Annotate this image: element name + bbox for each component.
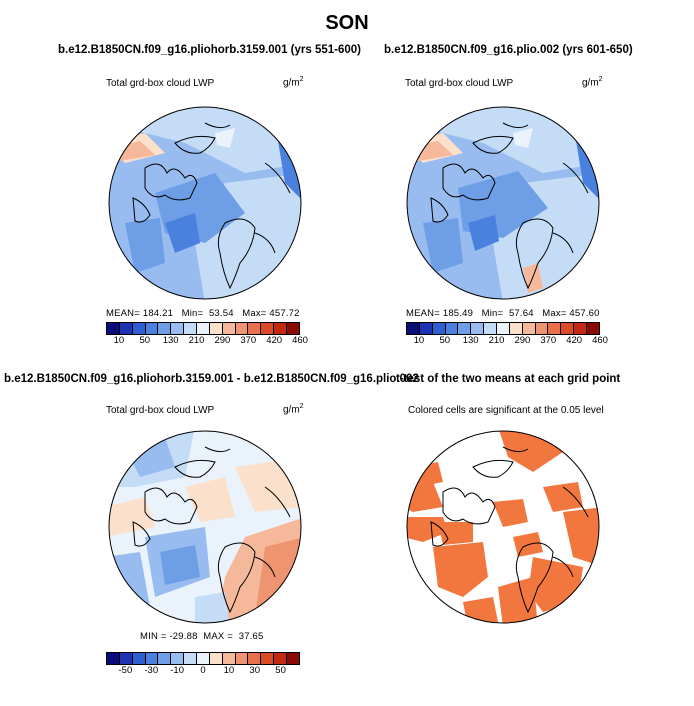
colorbar-top-left-tick-label: 420	[266, 335, 283, 346]
colorbar-top-right-swatch	[471, 323, 485, 334]
colorbar-top-left-swatch	[158, 323, 172, 334]
colorbar-bottom-left-swatch	[222, 653, 236, 664]
colorbar-top-left-swatch	[119, 323, 133, 334]
significant-region	[543, 482, 583, 512]
colorbar-top-right-swatch	[522, 323, 536, 334]
significance-label: Colored cells are significant at the 0.0…	[408, 405, 604, 416]
colorbar-bottom-left-swatch	[107, 653, 120, 664]
panel-title-top-right: b.e12.B1850CN.f09_g16.plio.002 (yrs 601-…	[384, 44, 633, 56]
colorbar-bottom-left-tick-label: 50	[275, 665, 286, 676]
colorbar-top-right-swatch	[548, 323, 562, 334]
colorbar-top-right-swatch	[419, 323, 433, 334]
colorbar-bottom-left-swatch	[171, 653, 185, 664]
significant-region	[438, 522, 473, 545]
significant-region	[498, 577, 538, 623]
panel-title-bottom-left: b.e12.B1850CN.f09_g16.pliohorb.3159.001 …	[4, 373, 419, 385]
colorbar-bottom-left-tick-label: -30	[144, 665, 159, 676]
colorbar-top-left-swatch	[132, 323, 146, 334]
polar-map-bottom-left	[108, 430, 302, 624]
units-label-top-right: g/m2	[582, 76, 603, 89]
colorbar-bottom-left-swatch	[248, 653, 262, 664]
variable-label-top-right: Total grd-box cloud LWP	[405, 78, 514, 89]
colorbar-top-right-tick-label: 210	[488, 335, 505, 346]
colorbar-bottom-left-swatch	[119, 653, 133, 664]
colorbar-top-right: 10 50 130 210 290 370 420 460	[406, 322, 608, 347]
colorbar-top-left-swatch	[274, 323, 288, 334]
stats-top-right: MEAN= 185.49 Min= 57.64 Max= 457.60	[406, 308, 600, 319]
colorbar-top-right-tick-label: 50	[439, 335, 451, 346]
colorbar-top-right-swatch	[407, 323, 420, 334]
colorbar-top-right-tick-label: 420	[566, 335, 583, 346]
significant-region	[493, 499, 528, 527]
significant-region	[563, 507, 599, 567]
colorbar-bottom-left-swatch	[261, 653, 275, 664]
colorbar-bottom-left: -50 -30 -10 0 10 30 50	[106, 652, 300, 677]
colorbar-top-right-swatch	[509, 323, 523, 334]
colorbar-top-left-swatch	[287, 323, 299, 334]
colorbar-top-left-swatch	[222, 323, 236, 334]
colorbar-top-left-tick-label: 290	[214, 335, 231, 346]
colorbar-bottom-left-swatch	[287, 653, 299, 664]
stats-top-left: MEAN= 184.21 Min= 53.54 Max= 457.72	[106, 308, 300, 319]
significant-region	[581, 452, 598, 477]
colorbar-top-left-swatch	[107, 323, 120, 334]
colorbar-top-left-tick-label: 370	[240, 335, 257, 346]
colorbar-bottom-left-swatch	[132, 653, 146, 664]
variable-label-top-left: Total grd-box cloud LWP	[106, 78, 215, 89]
polar-map-top-left	[108, 106, 302, 300]
stats-bottom-left: MIN = -29.88 MAX = 37.65	[140, 631, 264, 642]
colorbar-bottom-left-swatch	[197, 653, 210, 664]
colorbar-top-right-swatch	[458, 323, 472, 334]
colorbar-top-right-tick-label: 370	[540, 335, 557, 346]
colorbar-top-right-swatch	[497, 323, 510, 334]
figure-title: SON	[325, 12, 369, 34]
colorbar-top-right-tick-label: 290	[514, 335, 531, 346]
polar-map-bottom-right	[406, 430, 600, 624]
colorbar-bottom-left-swatch	[158, 653, 172, 664]
colorbar-top-left-swatch	[235, 323, 249, 334]
colorbar-bottom-left-tick-label: 10	[223, 665, 235, 676]
colorbar-top-right-swatch	[484, 323, 498, 334]
colorbar-bottom-left-tick-label: -50	[118, 665, 133, 676]
colorbar-top-left-swatch	[261, 323, 275, 334]
significant-region	[407, 517, 448, 542]
colorbar-bottom-left-tick-label: 0	[200, 665, 206, 676]
colorbar-top-right-swatch	[574, 323, 588, 334]
colorbar-bottom-left-tick-label: 30	[249, 665, 261, 676]
variable-label-bottom-left: Total grd-box cloud LWP	[106, 405, 215, 416]
colorbar-top-right-tick-label: 460	[592, 335, 608, 346]
colorbar-top-left-swatch	[209, 323, 223, 334]
colorbar-bottom-left-swatch	[184, 653, 198, 664]
colorbar-top-right-swatch	[445, 323, 459, 334]
colorbar-top-left-swatch	[197, 323, 210, 334]
colorbar-top-left-swatch	[145, 323, 159, 334]
colorbar-top-left: 10 50 130 210 290 370 420 460	[106, 322, 308, 347]
colorbar-top-left-tick-label: 50	[139, 335, 151, 346]
colorbar-top-left-tick-label: 210	[188, 335, 205, 346]
colorbar-top-left-tick-label: 130	[162, 335, 179, 346]
colorbar-top-right-swatch	[432, 323, 446, 334]
colorbar-top-right-tick-label: 130	[462, 335, 479, 346]
units-label-top-left: g/m2	[283, 76, 304, 89]
units-label-bottom-left: g/m2	[283, 403, 304, 416]
colorbar-top-left-swatch	[248, 323, 262, 334]
panel-title-bottom-right: t-test of the two means at each grid poi…	[396, 373, 621, 385]
colorbar-bottom-left-tick-label: -10	[170, 665, 184, 676]
significant-region	[433, 542, 488, 597]
colorbar-top-right-swatch	[561, 323, 575, 334]
colorbar-top-right-swatch	[587, 323, 599, 334]
colorbar-bottom-left-swatch	[274, 653, 288, 664]
colorbar-top-right-swatch	[535, 323, 549, 334]
colorbar-bottom-left-swatch	[145, 653, 159, 664]
colorbar-top-left-swatch	[184, 323, 198, 334]
colorbar-bottom-left-swatch	[209, 653, 223, 664]
colorbar-top-left-tick-label: 460	[292, 335, 308, 346]
panel-title-top-left: b.e12.B1850CN.f09_g16.pliohorb.3159.001 …	[58, 44, 361, 56]
colorbar-top-left-tick-label: 10	[113, 335, 125, 346]
colorbar-top-left-swatch	[171, 323, 185, 334]
polar-map-top-right	[406, 106, 600, 300]
colorbar-bottom-left-swatch	[235, 653, 249, 664]
colorbar-top-right-tick-label: 10	[413, 335, 425, 346]
